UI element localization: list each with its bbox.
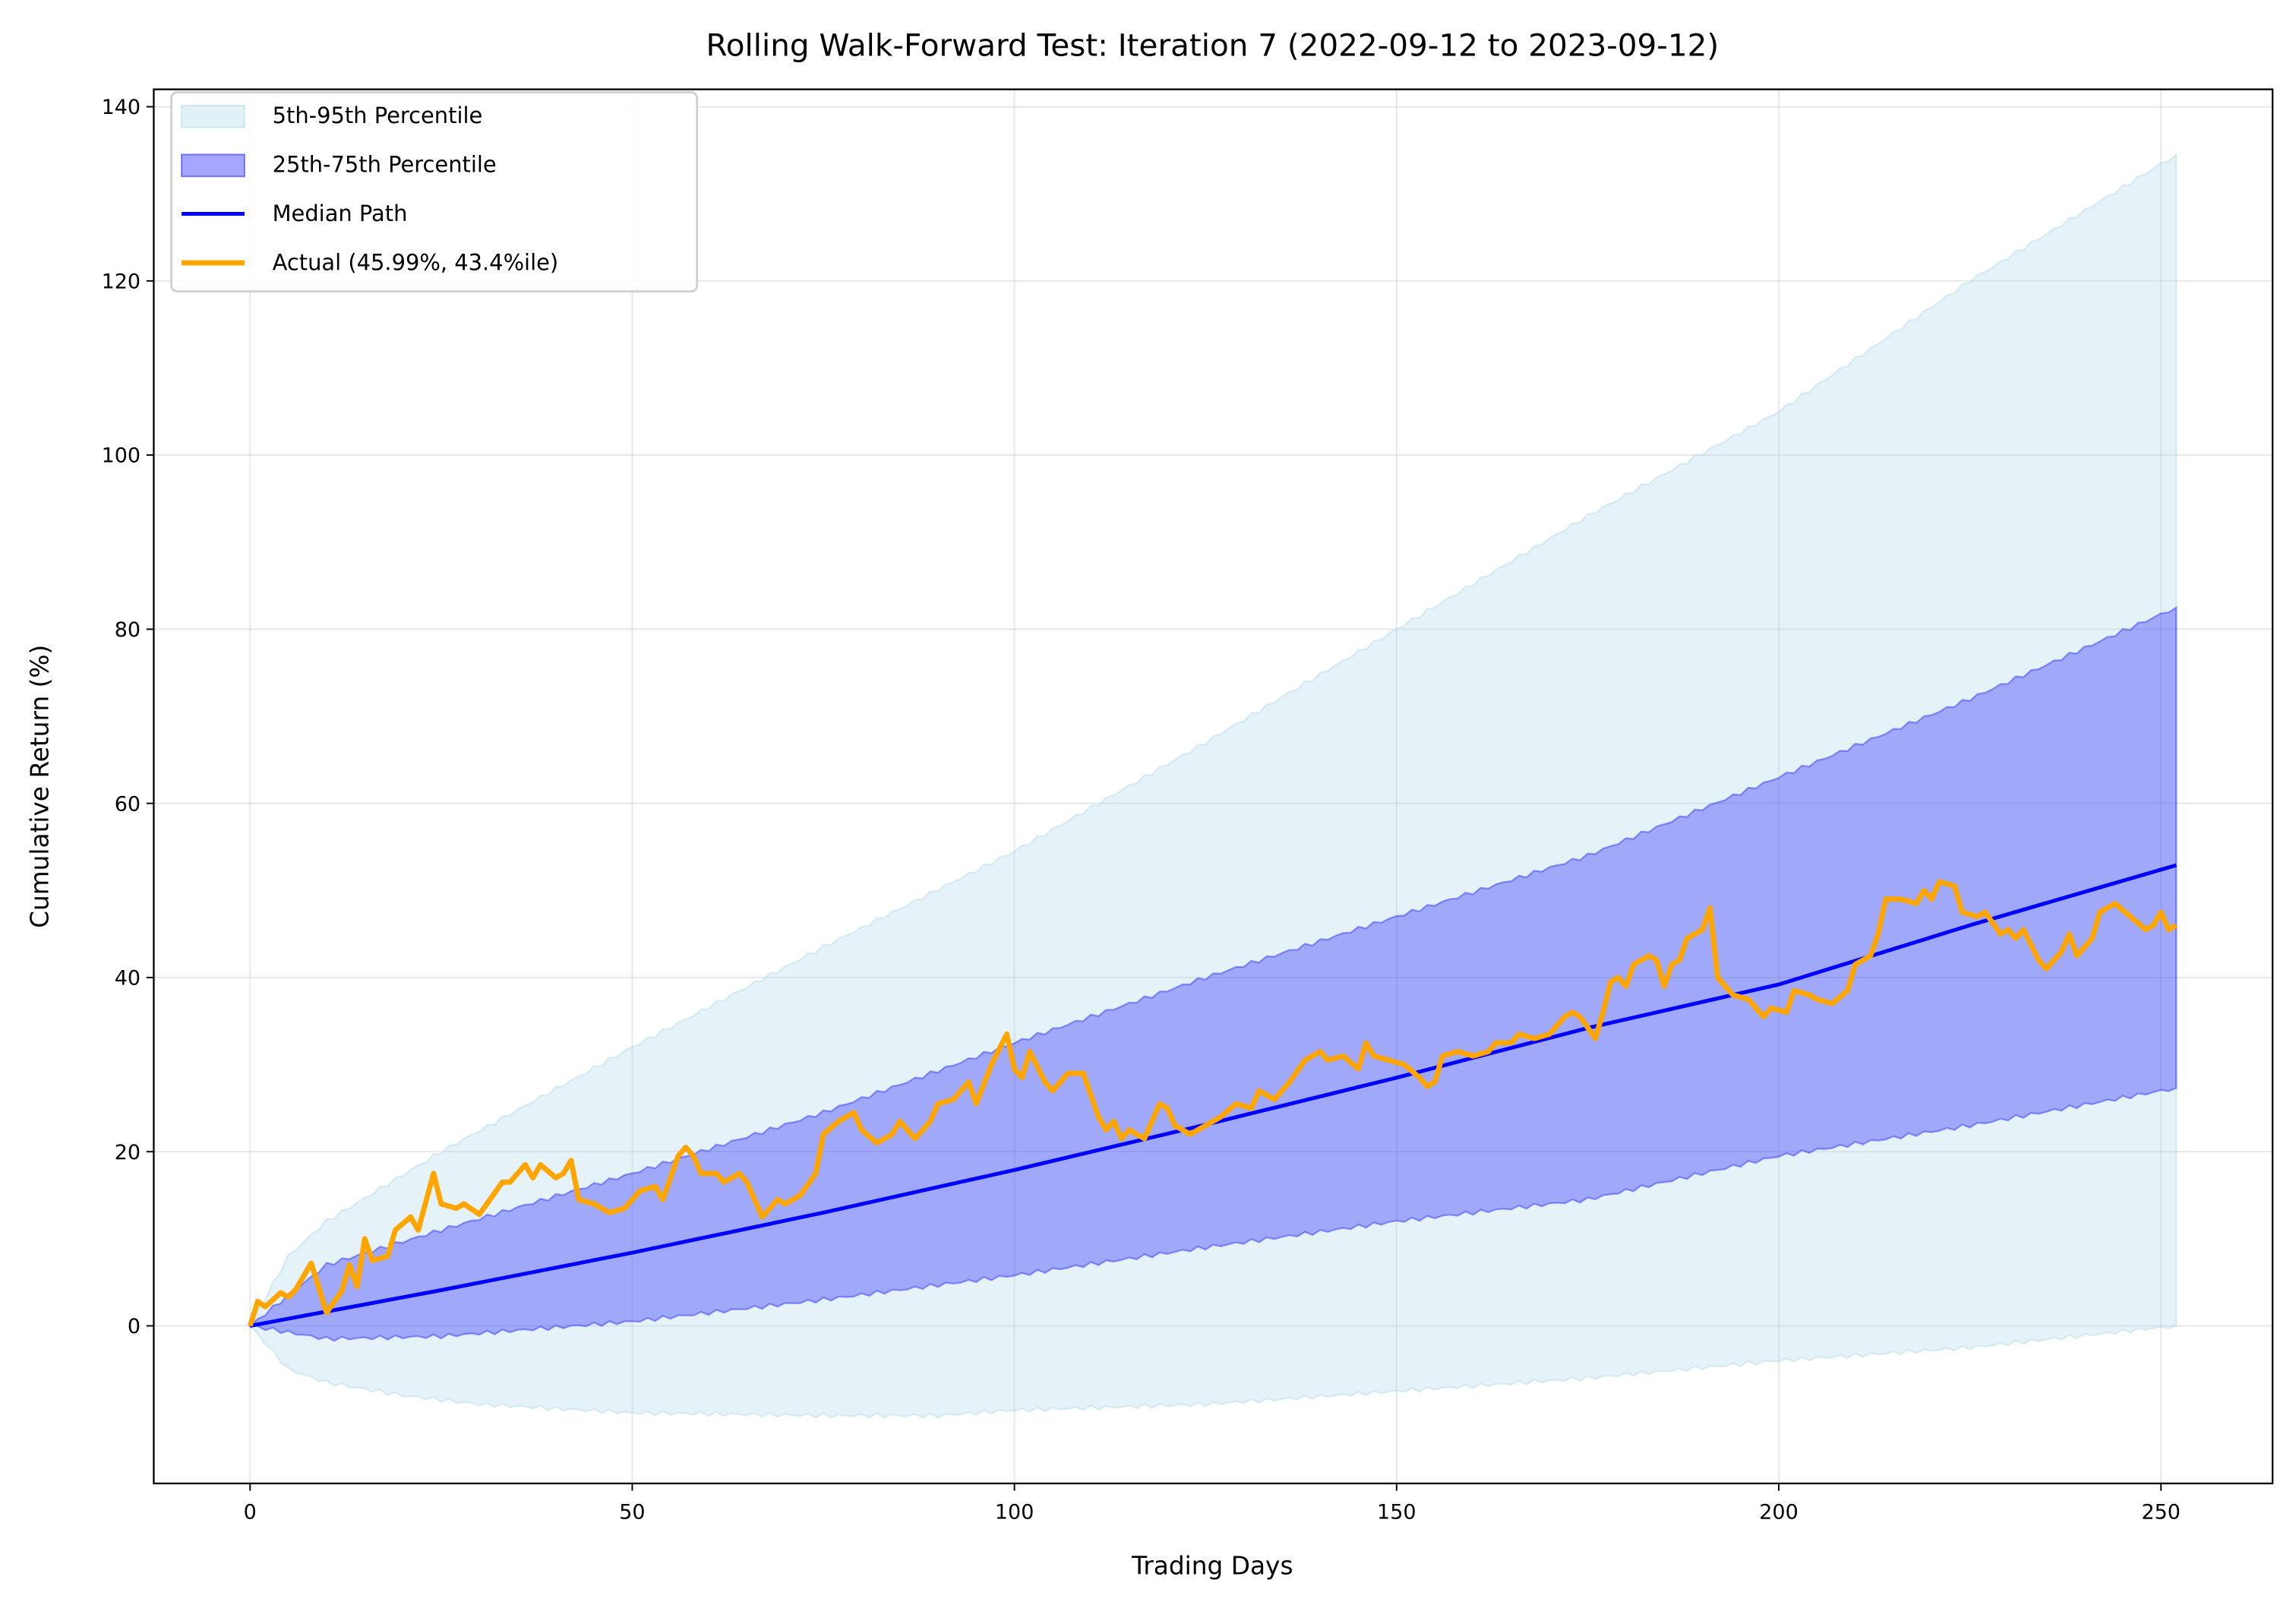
y-tick-label: 60 (115, 792, 141, 816)
lines (247, 863, 2178, 1328)
grid (153, 89, 2273, 1483)
bands (248, 153, 2178, 1419)
legend-swatch-5-95 (181, 104, 245, 128)
legend-label: 25th-75th Percentile (273, 152, 497, 178)
x-axis-label: Trading Days (1131, 1552, 1293, 1581)
x-tick-label: 0 (244, 1500, 257, 1524)
legend-box (170, 91, 699, 293)
y-tick-label: 40 (115, 967, 141, 990)
x-tick-label: 150 (1377, 1500, 1416, 1524)
band-5-95 (248, 153, 2178, 1419)
x-tick-label: 250 (2141, 1500, 2181, 1524)
band-25-75 (248, 605, 2178, 1342)
x-tick-label: 200 (1759, 1500, 1799, 1524)
chart-title: Rolling Walk-Forward Test: Iteration 7 (… (706, 27, 1719, 63)
actual-line (247, 879, 2178, 1327)
y-tick-label: 0 (128, 1315, 141, 1338)
legend-label: Median Path (273, 201, 408, 226)
legend-label: Actual (45.99%, 43.4%ile) (273, 250, 559, 276)
legend-label: 5th-95th Percentile (273, 103, 483, 128)
y-tick-label: 20 (115, 1141, 141, 1164)
y-axis-label: Cumulative Return (%) (26, 645, 55, 928)
y-tick-label: 140 (102, 96, 141, 119)
x-tick-label: 50 (619, 1500, 645, 1524)
x-axis: 0 50 100 150 200 250 (244, 1483, 2181, 1524)
y-tick-label: 100 (102, 444, 141, 468)
x-tick-label: 100 (995, 1500, 1034, 1524)
legend: 5th-95th Percentile 25th-75th Percentile M… (170, 91, 699, 293)
legend-swatch-25-75 (181, 153, 245, 178)
y-tick-label: 80 (115, 618, 141, 642)
y-axis: 0 20 40 60 80 100 120 140 (102, 96, 154, 1338)
plot-frame (153, 88, 2274, 1485)
y-tick-label: 120 (102, 270, 141, 293)
